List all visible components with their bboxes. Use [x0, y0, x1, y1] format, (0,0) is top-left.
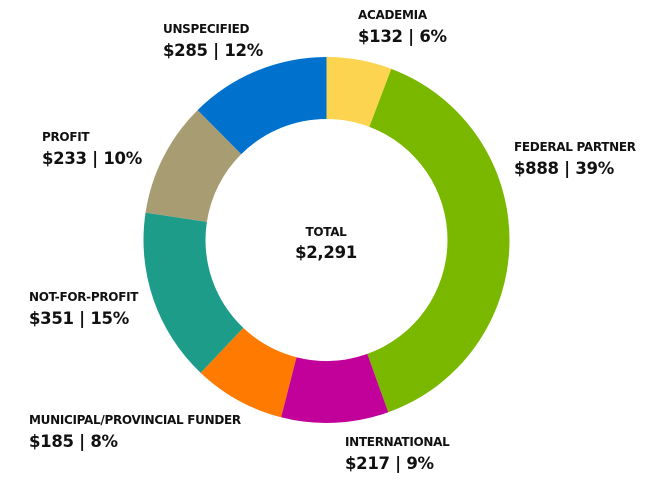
label-value: $285 | 12%: [163, 41, 263, 60]
total-value: $2,291: [295, 243, 357, 262]
slice-profit: [145, 110, 242, 222]
slice-academia: [326, 57, 392, 127]
slice-federal-partner: [367, 68, 510, 413]
label-name: UNSPECIFIED: [163, 22, 250, 36]
label-not-for-profit: NOT-FOR-PROFIT $351 | 15%: [29, 290, 138, 330]
slice-unspecified: [197, 57, 327, 155]
slice-municipal-provincial-funder: [200, 327, 297, 418]
label-value: $888 | 39%: [514, 159, 614, 178]
slice-not-for-profit: [143, 212, 244, 373]
label-name: INTERNATIONAL: [345, 435, 450, 449]
label-name: NOT-FOR-PROFIT: [29, 290, 139, 304]
label-name: ACADEMIA: [358, 8, 427, 22]
label-value: $217 | 9%: [345, 454, 434, 473]
label-name: PROFIT: [42, 130, 90, 144]
total-title: TOTAL: [305, 225, 347, 239]
label-value: $351 | 15%: [29, 309, 129, 328]
center-total: TOTAL $2,291: [226, 225, 426, 262]
label-international: INTERNATIONAL $217 | 9%: [345, 435, 450, 475]
label-name: MUNICIPAL/PROVINCIAL FUNDER: [29, 413, 241, 427]
label-municipal-provincial-funder: MUNICIPAL/PROVINCIAL FUNDER $185 | 8%: [29, 413, 241, 453]
label-unspecified: UNSPECIFIED $285 | 12%: [163, 22, 263, 62]
label-value: $185 | 8%: [29, 432, 118, 451]
slice-international: [281, 353, 389, 423]
label-name: FEDERAL PARTNER: [514, 140, 636, 154]
label-federal-partner: FEDERAL PARTNER $888 | 39%: [514, 140, 636, 180]
donut-slices: [143, 57, 510, 423]
label-value: $132 | 6%: [358, 27, 447, 46]
label-profit: PROFIT $233 | 10%: [42, 130, 142, 170]
label-value: $233 | 10%: [42, 149, 142, 168]
label-academia: ACADEMIA $132 | 6%: [358, 8, 447, 48]
